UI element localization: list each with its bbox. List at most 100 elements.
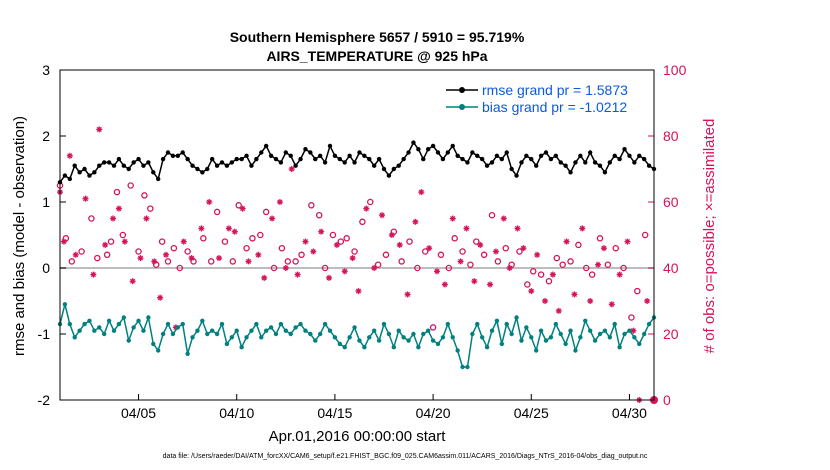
obs-assimilated-stroke (571, 291, 578, 297)
rmse-point (313, 156, 318, 162)
x-axis: 04/05 04/10 04/15 04/20 04/25 04/30 (121, 394, 647, 421)
obs-assimilated-stroke (405, 291, 411, 297)
bias-point (455, 348, 460, 353)
obs-possible-marker (337, 238, 345, 245)
rmse-point (357, 150, 362, 155)
rmse-series-points (57, 140, 657, 185)
bias-point (568, 328, 573, 333)
obs-possible-marker (207, 258, 215, 265)
y-right-tick-label: 80 (663, 128, 679, 144)
bias-point (538, 328, 544, 333)
x-tick-label: 04/30 (612, 405, 647, 421)
rmse-point (185, 156, 190, 162)
bias-point (406, 338, 411, 343)
bias-point (106, 318, 112, 323)
obs-assimilated-marker (245, 258, 252, 265)
rmse-point (82, 166, 87, 172)
obs-assimilated-marker (269, 215, 276, 222)
obs-assimilated-stroke (61, 239, 67, 245)
legend-rmse-marker (459, 87, 465, 93)
bias-point (504, 321, 509, 327)
rmse-point (362, 153, 367, 158)
rmse-point (416, 147, 421, 152)
bias-point (111, 328, 117, 333)
obs-possible-marker (628, 314, 635, 321)
obs-possible-marker (612, 244, 619, 252)
obs-assimilated-stroke (587, 298, 593, 304)
obs-possible-marker (113, 188, 121, 196)
rmse-point (479, 156, 485, 162)
rmse-point (342, 160, 347, 165)
rmse-point (229, 160, 235, 165)
obs-assimilated-marker (310, 248, 317, 255)
bias-point (116, 321, 122, 327)
obs-assimilated-marker (137, 255, 144, 262)
bias-point (401, 335, 406, 340)
rmse-point (111, 163, 117, 168)
obs-assimilated-stroke (630, 328, 636, 334)
rmse-point (126, 166, 131, 172)
rmse-point (494, 153, 500, 158)
obs-assimilated-marker (404, 291, 411, 298)
obs-possible-marker (343, 235, 350, 242)
obs-possible-marker (398, 258, 405, 265)
obs-assimilated-marker (294, 271, 301, 278)
obs-assimilated-stroke (122, 239, 128, 245)
obs-assimilated-stroke (426, 245, 432, 251)
rmse-point (121, 163, 127, 168)
obs-assimilated-stroke (501, 215, 507, 222)
x-tick-label: 04/05 (121, 405, 156, 421)
obs-assimilated-stroke (520, 245, 526, 251)
obs-assimilated-stroke (277, 199, 283, 205)
y-right-tick-label: 20 (663, 326, 679, 342)
obs-assimilated-stroke (487, 281, 493, 288)
rmse-point (101, 160, 107, 165)
obs-possible-marker (429, 324, 437, 331)
y-right-tick-label: 100 (663, 62, 687, 78)
bias-point (308, 331, 313, 337)
obs-possible-marker (190, 258, 197, 265)
rmse-point (337, 156, 343, 162)
obs-possible-marker (119, 231, 127, 239)
bias-point (622, 331, 627, 337)
obs-assimilated-stroke (326, 275, 332, 281)
obs-assimilated-marker (571, 291, 578, 298)
bias-point (121, 315, 127, 320)
plot-frame (59, 69, 655, 401)
rmse-point (249, 163, 254, 168)
obs-assimilated-marker (396, 241, 403, 248)
bias-point (72, 335, 77, 340)
bias-point (347, 335, 352, 340)
obs-assimilated-marker (288, 166, 295, 172)
obs-assimilated-marker (198, 225, 205, 232)
rmse-point (391, 166, 397, 172)
obs-assimilated-marker (66, 152, 73, 159)
obs-assimilated-marker (355, 288, 362, 295)
obs-possible-marker (467, 261, 474, 268)
obs-assimilated-marker (534, 251, 541, 258)
rmse-point (160, 156, 166, 162)
obs-possible-marker (152, 261, 160, 268)
obs-assimilated-marker (492, 248, 499, 255)
obs-possible-marker (176, 264, 184, 272)
obs-assimilated-marker (115, 205, 122, 212)
obs-assimilated-marker (96, 126, 103, 133)
rmse-point (283, 150, 289, 155)
rmse-point (259, 150, 264, 155)
rmse-point (205, 166, 210, 172)
obs-assimilated-marker (151, 258, 158, 265)
rmse-point (273, 156, 279, 162)
bias-point (460, 364, 465, 370)
obs-assimilated-marker (506, 265, 513, 271)
bias-point (254, 321, 259, 327)
obs-possible-marker (278, 244, 286, 252)
bias-point (77, 328, 82, 333)
obs-assimilated-stroke (556, 308, 562, 314)
obs-assimilated-stroke (342, 268, 348, 274)
obs-assimilated-marker (500, 215, 507, 222)
obs-assimilated-stroke (355, 288, 362, 294)
rmse-point (396, 163, 401, 168)
obs-assimilated-stroke (302, 239, 309, 245)
bias-point (430, 338, 436, 343)
obs-assimilated-stroke (295, 272, 301, 278)
